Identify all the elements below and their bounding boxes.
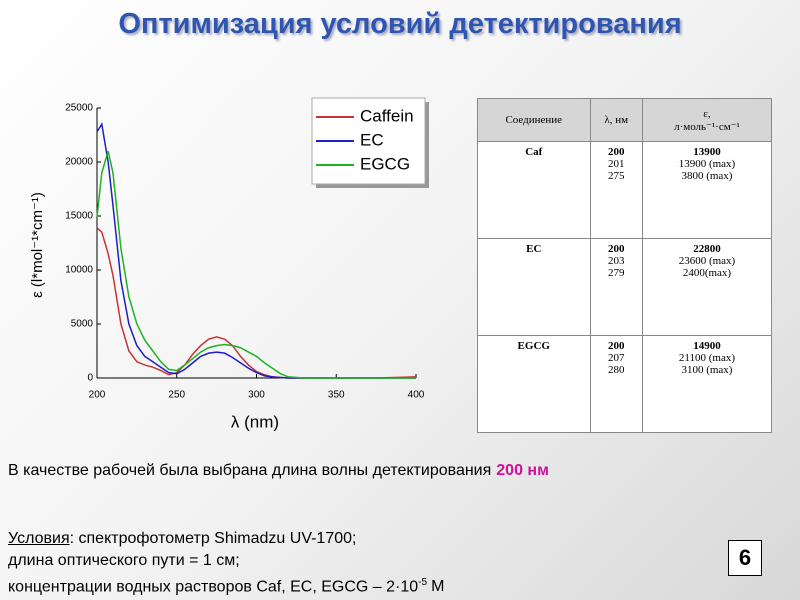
cell-line: 13900 (max) [678, 158, 736, 170]
y-axis-label: ε (l*mol⁻¹*cm⁻¹) [29, 192, 46, 298]
cell-line: 3800 (max) [681, 170, 733, 182]
cell-line: 21100 (max) [678, 352, 735, 364]
conditions-label: Условия [8, 530, 70, 547]
header-line: л·моль⁻¹·см⁻¹ [674, 120, 740, 133]
cell-line: 207 [607, 352, 625, 364]
table-header: Соединение λ, нм ε, л·моль⁻¹·см⁻¹ [477, 98, 773, 142]
x-tick-label: 350 [328, 390, 345, 401]
compound-cell: EC [477, 238, 591, 336]
table-row: Caf 200 201 275 13900 13900 (max) 3800 (max) [477, 141, 773, 239]
slide-title: Оптимизация условий детектирования [118, 8, 682, 40]
compound-cell: Caf [477, 141, 591, 239]
cell-line: 200 [607, 243, 625, 255]
x-tick-label: 300 [248, 390, 265, 401]
y-tick-label: 0 [87, 373, 93, 384]
y-tick-label: 10000 [65, 265, 93, 276]
y-tick-label: 5000 [71, 319, 94, 330]
cell-line: 200 [607, 146, 625, 158]
legend-label: EGCG [360, 154, 410, 173]
conditions-line: длина оптического пути = 1 см; [8, 552, 240, 569]
table-row: EGCG 200 207 280 14900 21100 (max) 3100 (max) [477, 335, 773, 433]
wavelengths-cell: 200 201 275 [589, 141, 643, 239]
exponent: -5 [418, 577, 428, 588]
data-line [96, 122, 416, 379]
y-tick-label: 20000 [65, 157, 93, 168]
x-tick-label: 200 [89, 390, 106, 401]
table-row: EC 200 203 279 22800 23600 (max) 2400(max) [477, 238, 773, 336]
y-tick-label: 15000 [65, 211, 93, 222]
page-number: 6 [728, 540, 762, 576]
x-tick-label: 250 [168, 390, 185, 401]
cell-line: 280 [607, 364, 625, 376]
conditions-line: Условия: спектрофотометр Shimadzu UV-170… [8, 528, 444, 550]
legend-label: Caffein [360, 106, 414, 125]
cell-line: 201 [607, 158, 625, 170]
unit: M [431, 578, 445, 596]
cell-line: 200 [607, 340, 625, 352]
header-line: ε, [703, 107, 711, 120]
epsilon-cell: 22800 23600 (max) 2400(max) [641, 238, 773, 336]
compound-cell: EGCG [477, 335, 591, 433]
conclusion: В качестве рабочей была выбрана длина во… [8, 462, 549, 480]
cell-line: 14900 [693, 340, 721, 352]
epsilon-cell: 13900 13900 (max) 3800 (max) [641, 141, 773, 239]
conclusion-text: В качестве рабочей была выбрана длина во… [8, 462, 492, 479]
cell-line: 13900 [693, 146, 721, 158]
data-table: Соединение λ, нм ε, л·моль⁻¹·см⁻¹ Caf 200 2… [477, 98, 773, 433]
cell-line: 23600 (max) [678, 255, 736, 267]
text: : спектрофотометр Shimadzu UV-1700; [69, 530, 357, 547]
header-cell: Соединение [477, 98, 591, 142]
conditions-line: концентрации водных растворов Caf, EC, E… [8, 572, 444, 598]
data-line [96, 150, 416, 379]
wavelengths-cell: 200 207 280 [589, 335, 643, 433]
cell-line: 279 [607, 267, 625, 279]
cell-line: 203 [607, 255, 625, 267]
conditions: Условия: спектрофотометр Shimadzu UV-170… [8, 528, 444, 598]
x-tick-label: 400 [408, 390, 425, 401]
epsilon-cell: 14900 21100 (max) 3100 (max) [641, 335, 773, 433]
header-cell: λ, нм [589, 98, 643, 142]
cell-line: 275 [607, 170, 625, 182]
y-tick-label: 25000 [65, 103, 93, 114]
x-axis-label: λ (nm) [231, 412, 279, 431]
cell-line: 3100 (max) [681, 364, 733, 376]
wavelengths-cell: 200 203 279 [589, 238, 643, 336]
cell-line: 2400(max) [682, 267, 732, 279]
cell-line: 22800 [693, 243, 721, 255]
legend-label: EC [360, 130, 384, 149]
header-cell: ε, л·моль⁻¹·см⁻¹ [641, 98, 773, 142]
highlight: 200 нм [496, 462, 549, 479]
text: концентрации водных растворов Caf, EC, E… [8, 578, 419, 596]
